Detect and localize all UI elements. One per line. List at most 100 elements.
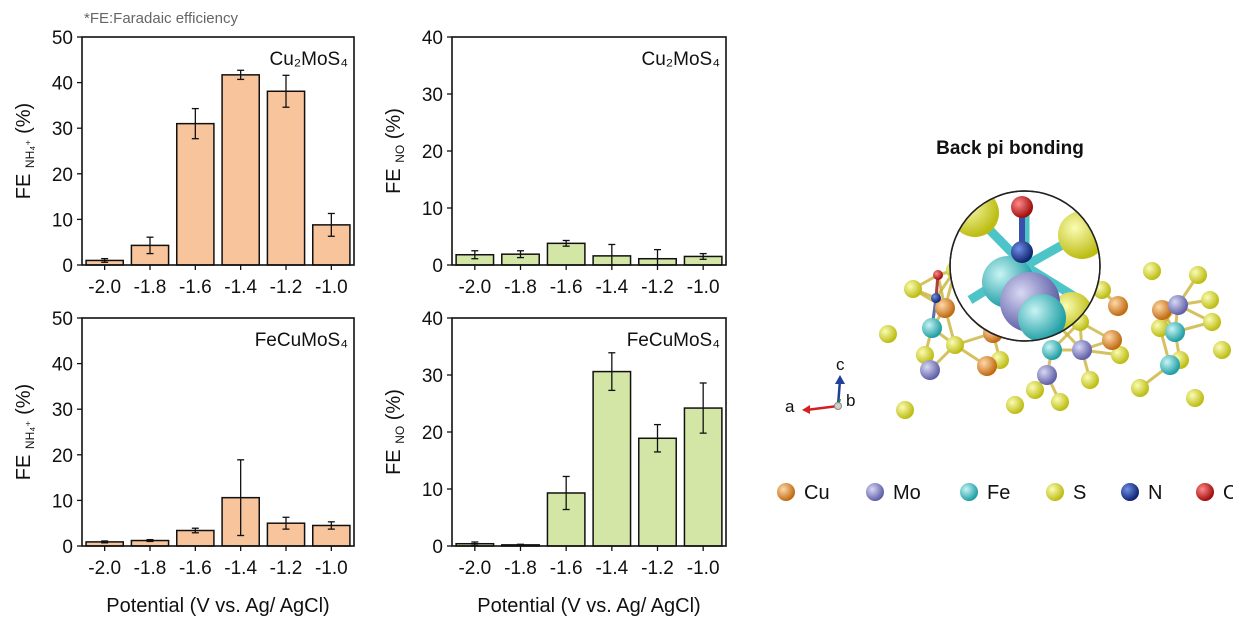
footnote: *FE:Faradaic efficiency bbox=[84, 10, 238, 27]
x-tick-label: -1.8 bbox=[504, 277, 537, 298]
y-axis-label: FE NO (%) bbox=[383, 108, 407, 194]
x-tick-label: -1.4 bbox=[595, 558, 628, 579]
atom-s bbox=[1189, 266, 1207, 284]
atom-s bbox=[879, 325, 897, 343]
atom-s bbox=[1151, 319, 1169, 337]
chart-panel-1: -2.0 -1.8 -1.6 -1.4 -1.2 -1.0 0 10 20 30 40 50 Cu₂Mo… bbox=[13, 28, 355, 298]
atom-s bbox=[1143, 262, 1161, 280]
y-tick-label: 20 bbox=[422, 142, 443, 163]
y-tick-label: 0 bbox=[432, 537, 443, 558]
x-tick-label: -2.0 bbox=[88, 277, 121, 298]
legend-swatch bbox=[1046, 483, 1064, 501]
y-tick-label: 30 bbox=[422, 366, 443, 387]
atom-s bbox=[1006, 396, 1024, 414]
x-axis-label: Potential (V vs. Ag/ AgCl) bbox=[477, 595, 700, 617]
x-tick-label: -1.8 bbox=[134, 277, 167, 298]
x-tick-label: -1.4 bbox=[224, 558, 257, 579]
atom-s bbox=[1111, 346, 1129, 364]
legend-label: Cu bbox=[804, 482, 830, 504]
legend-item-mo: Mo bbox=[866, 482, 921, 504]
bar bbox=[221, 74, 261, 266]
atom-s bbox=[1051, 393, 1069, 411]
y-tick-label: 30 bbox=[52, 119, 73, 140]
atom-fe bbox=[922, 318, 942, 338]
zoom-atom-s bbox=[951, 191, 999, 237]
zoom-atom-fe bbox=[1018, 294, 1066, 341]
axis-a-label: a bbox=[785, 397, 795, 416]
y-label-unit: (%) bbox=[383, 108, 405, 145]
legend-swatch bbox=[866, 483, 884, 501]
y-tick-label: 10 bbox=[422, 480, 443, 501]
y-axis-label: FE NH₄⁺ (%) bbox=[13, 103, 37, 199]
chart-panel-2: -2.0 -1.8 -1.6 -1.4 -1.2 -1.0 0 10 20 30 40 Cu₂MoS₄… bbox=[383, 28, 727, 298]
legend-item-n: N bbox=[1121, 482, 1162, 504]
legend-swatch bbox=[960, 483, 978, 501]
legend-item-fe: Fe bbox=[960, 482, 1010, 504]
y-tick-label: 30 bbox=[52, 400, 73, 421]
legend-swatch bbox=[1121, 483, 1139, 501]
plot-frame bbox=[81, 317, 355, 547]
x-axis-label: Potential (V vs. Ag/ AgCl) bbox=[106, 595, 329, 617]
y-label-main: FE bbox=[13, 168, 35, 199]
x-tick-label: -2.0 bbox=[458, 277, 491, 298]
atom-s bbox=[904, 280, 922, 298]
legend-label: S bbox=[1073, 482, 1086, 504]
x-tick-label: -2.0 bbox=[458, 558, 491, 579]
axis-a-arrowhead bbox=[802, 405, 810, 414]
x-tick-label: -1.0 bbox=[687, 558, 720, 579]
structure-title: Back pi bonding bbox=[936, 138, 1084, 159]
y-tick-label: 30 bbox=[422, 85, 443, 106]
x-tick-label: -1.2 bbox=[641, 277, 674, 298]
atom-cu bbox=[1152, 300, 1172, 320]
atom-cu bbox=[935, 298, 955, 318]
bar bbox=[175, 122, 215, 266]
x-tick-label: -1.6 bbox=[550, 277, 583, 298]
zoom-atom-n bbox=[1011, 241, 1033, 263]
sample-label: FeCuMoS₄ bbox=[255, 330, 349, 351]
atom-fe bbox=[1042, 340, 1062, 360]
bar bbox=[266, 90, 306, 266]
x-tick-label: -1.6 bbox=[550, 558, 583, 579]
legend-item-o: O bbox=[1196, 482, 1233, 504]
legend-item-s: S bbox=[1046, 482, 1086, 504]
x-tick-label: -1.2 bbox=[270, 277, 303, 298]
zoom-inset bbox=[949, 190, 1101, 342]
y-tick-label: 40 bbox=[422, 309, 443, 330]
atom-n bbox=[931, 293, 941, 303]
plot-frame bbox=[451, 36, 727, 266]
legend-label: O bbox=[1223, 482, 1233, 504]
atom-fe bbox=[1165, 322, 1185, 342]
atom-s bbox=[1081, 371, 1099, 389]
x-tick-label: -1.2 bbox=[270, 558, 303, 579]
crystal-structure-image: Back pi bonding bbox=[879, 138, 1231, 419]
chart-panel-3: -2.0 -1.8 -1.6 -1.4 -1.2 -1.0 0 10 20 30 40 50 FeCuM… bbox=[13, 309, 355, 617]
element-legend: Cu Mo Fe S N O bbox=[777, 482, 1233, 504]
atom-s bbox=[896, 401, 914, 419]
atom-s bbox=[1213, 341, 1231, 359]
x-tick-label: -1.0 bbox=[315, 558, 348, 579]
atom-s bbox=[1203, 313, 1221, 331]
x-tick-label: -1.8 bbox=[134, 558, 167, 579]
y-tick-label: 20 bbox=[422, 423, 443, 444]
x-tick-label: -1.8 bbox=[504, 558, 537, 579]
atom-mo bbox=[1072, 340, 1092, 360]
y-tick-label: 50 bbox=[52, 309, 73, 330]
sample-label: FeCuMoS₄ bbox=[627, 330, 721, 351]
y-label-unit: (%) bbox=[13, 384, 35, 421]
x-tick-label: -1.4 bbox=[224, 277, 257, 298]
zoom-atom-o bbox=[1011, 196, 1033, 218]
x-tick-label: -1.4 bbox=[595, 277, 628, 298]
y-label-sub: NH₄⁺ bbox=[23, 139, 37, 168]
atom-mo bbox=[920, 360, 940, 380]
legend-item-cu: Cu bbox=[777, 482, 830, 504]
atom-fe bbox=[1160, 355, 1180, 375]
y-tick-label: 40 bbox=[52, 355, 73, 376]
x-tick-label: -1.6 bbox=[179, 277, 212, 298]
legend-label: N bbox=[1148, 482, 1162, 504]
atom-o bbox=[933, 270, 943, 280]
y-label-main: FE bbox=[13, 449, 35, 480]
x-tick-label: -2.0 bbox=[88, 558, 121, 579]
axis-c-label: c bbox=[836, 355, 845, 374]
y-tick-label: 10 bbox=[52, 210, 73, 231]
axis-origin bbox=[834, 402, 842, 410]
